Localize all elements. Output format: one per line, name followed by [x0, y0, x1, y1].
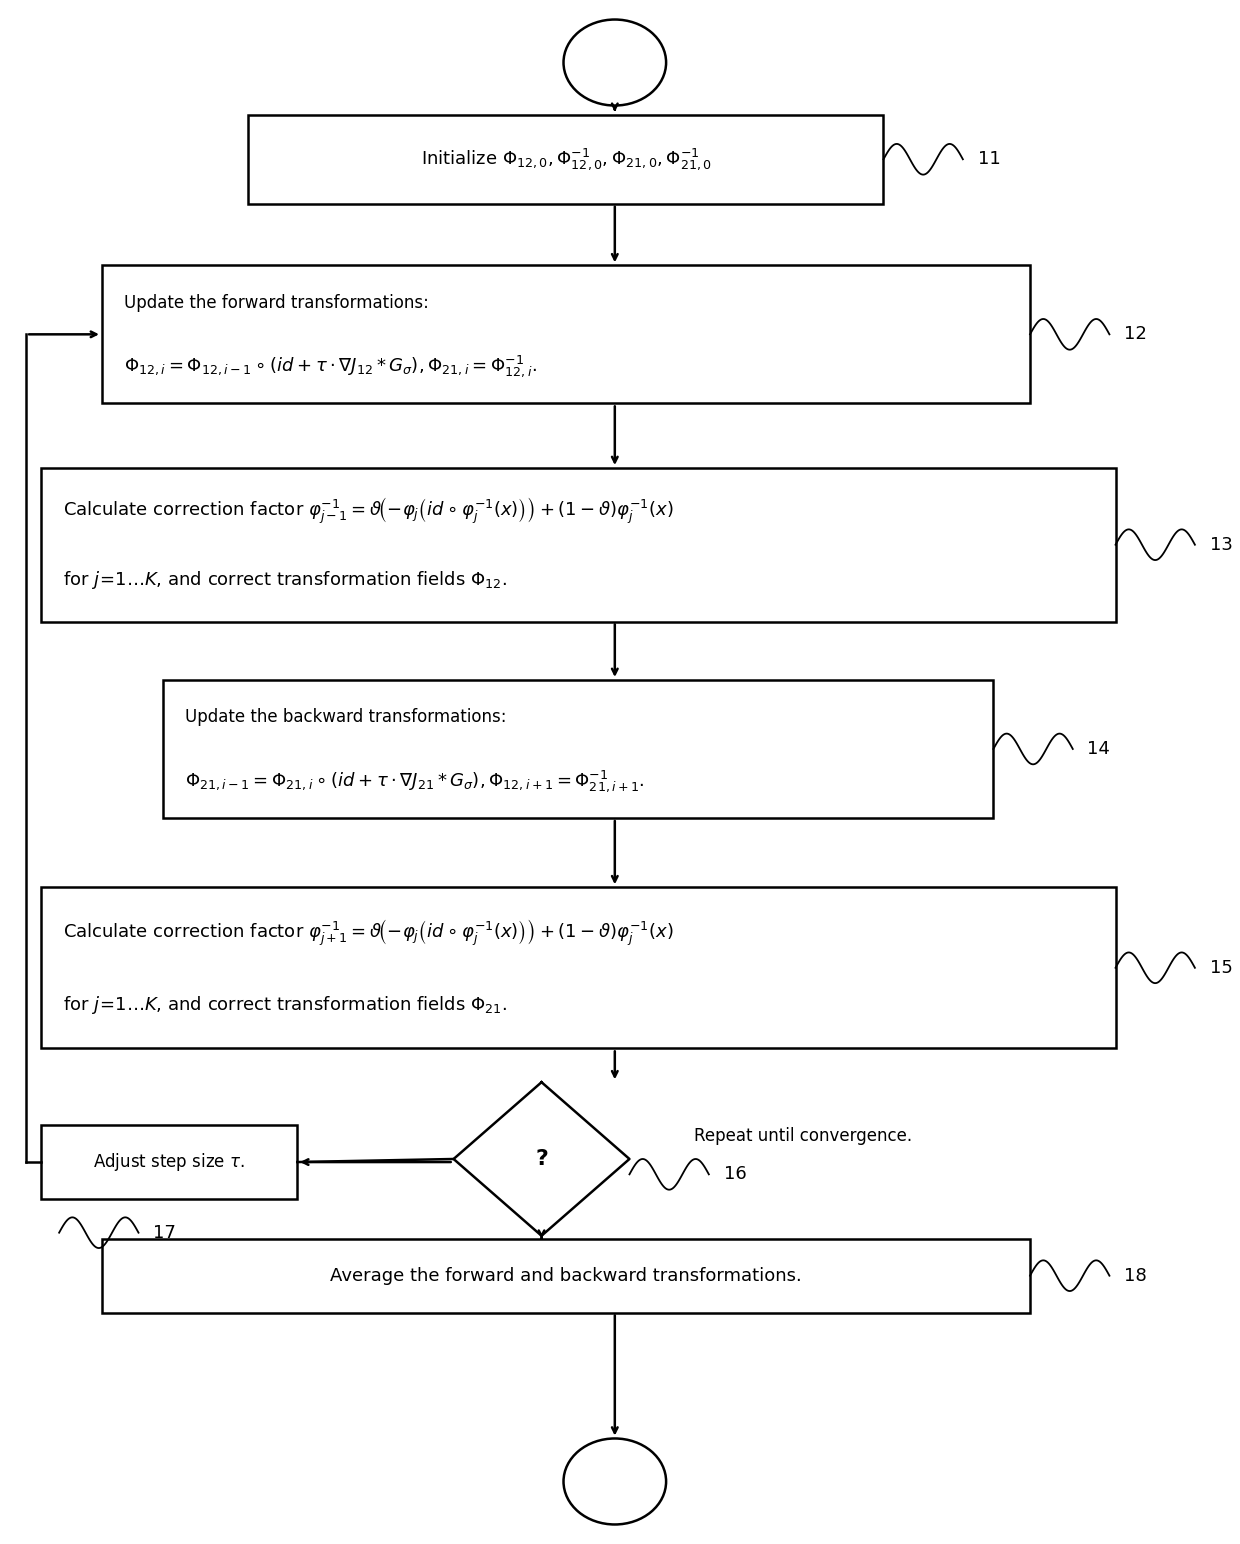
Text: Initialize $\Phi_{12,0}, \Phi_{12,0}^{-1}, \Phi_{21,0}, \Phi_{21,0}^{-1}$: Initialize $\Phi_{12,0}, \Phi_{12,0}^{-1… — [420, 147, 712, 171]
Polygon shape — [454, 1082, 630, 1235]
Text: Calculate correction factor $\varphi_{j-1}^{-1} = \vartheta\!\left(-\varphi_j\le: Calculate correction factor $\varphi_{j-… — [63, 496, 673, 527]
Text: ?: ? — [536, 1149, 548, 1169]
Text: for $j\!=\!1\ldots K$, and correct transformation fields $\Phi_{21}$.: for $j\!=\!1\ldots K$, and correct trans… — [63, 994, 507, 1016]
Text: 17: 17 — [154, 1224, 176, 1241]
Text: 14: 14 — [1087, 740, 1110, 758]
FancyBboxPatch shape — [41, 1126, 298, 1198]
Text: 16: 16 — [723, 1166, 746, 1183]
FancyBboxPatch shape — [41, 888, 1116, 1048]
FancyBboxPatch shape — [41, 468, 1116, 622]
Text: Adjust step size $\tau$.: Adjust step size $\tau$. — [93, 1152, 246, 1173]
Text: Update the forward transformations:: Update the forward transformations: — [124, 293, 429, 312]
FancyBboxPatch shape — [102, 266, 1030, 403]
FancyBboxPatch shape — [248, 114, 883, 204]
Text: $\Phi_{21,i-1} = \Phi_{21,i} \circ \left(id + \tau \cdot \nabla J_{21} * G_{\sig: $\Phi_{21,i-1} = \Phi_{21,i} \circ \left… — [185, 767, 645, 794]
Text: 18: 18 — [1125, 1266, 1147, 1285]
Text: for $j\!=\!1\ldots K$, and correct transformation fields $\Phi_{12}$.: for $j\!=\!1\ldots K$, and correct trans… — [63, 570, 507, 591]
Text: Update the backward transformations:: Update the backward transformations: — [185, 709, 506, 726]
FancyBboxPatch shape — [102, 1238, 1030, 1312]
Ellipse shape — [563, 1439, 666, 1524]
Text: 15: 15 — [1209, 959, 1233, 977]
Text: 13: 13 — [1209, 536, 1233, 554]
Text: Calculate correction factor $\varphi_{j+1}^{-1} = \vartheta\!\left(-\varphi_j\le: Calculate correction factor $\varphi_{j+… — [63, 917, 673, 948]
Text: 12: 12 — [1125, 326, 1147, 343]
Text: $\Phi_{12,i} = \Phi_{12,i-1} \circ \left(id + \tau \cdot \nabla J_{12} * G_{\sig: $\Phi_{12,i} = \Phi_{12,i-1} \circ \left… — [124, 354, 537, 378]
FancyBboxPatch shape — [162, 679, 993, 818]
Text: 11: 11 — [977, 150, 1001, 168]
Ellipse shape — [563, 20, 666, 105]
Text: Average the forward and backward transformations.: Average the forward and backward transfo… — [330, 1266, 802, 1285]
Text: Repeat until convergence.: Repeat until convergence. — [694, 1127, 913, 1146]
